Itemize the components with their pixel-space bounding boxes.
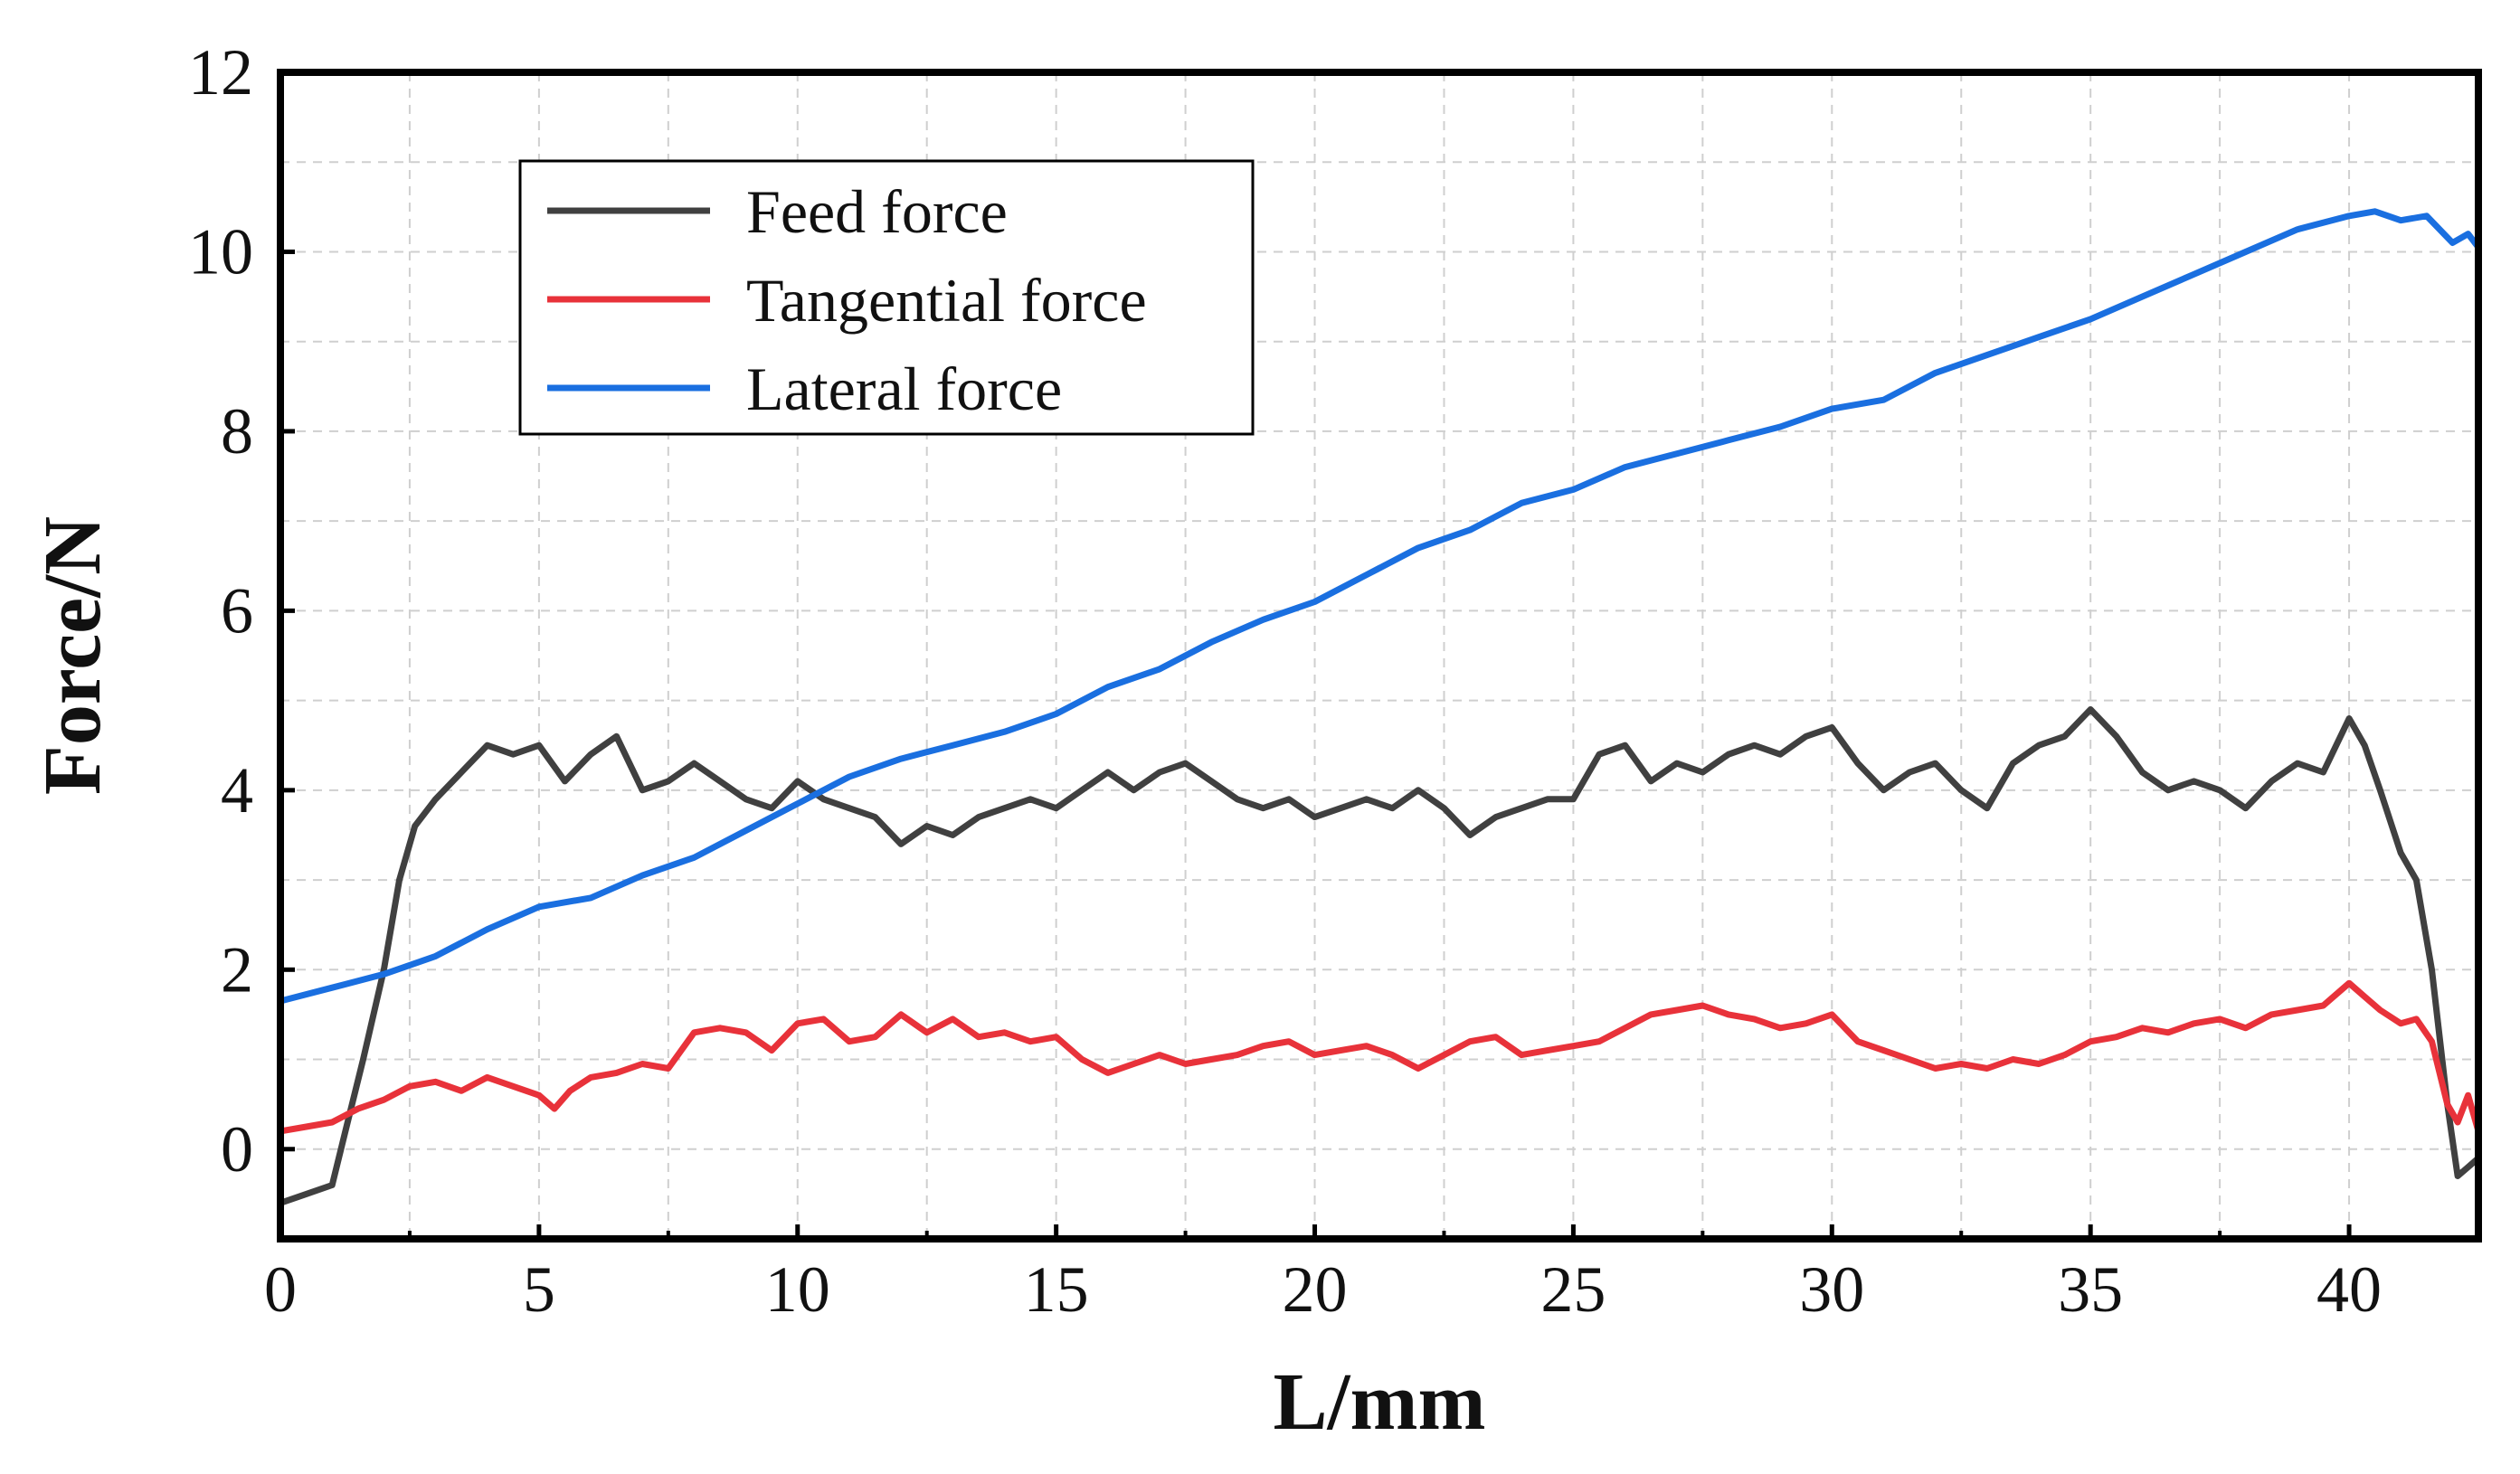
- y-tick-label: 8: [221, 395, 253, 468]
- x-tick-label: 10: [765, 1253, 830, 1326]
- legend-label-lateral-force: Lateral force: [746, 354, 1062, 423]
- x-tick-label: 30: [1799, 1253, 1864, 1326]
- legend: Feed force Tangential force Lateral forc…: [518, 159, 1255, 436]
- x-tick-label: 25: [1540, 1253, 1606, 1326]
- x-axis-title: L/mm: [1274, 1357, 1486, 1447]
- x-tick-label: 40: [2316, 1253, 2382, 1326]
- series-line-tangential-force: [277, 979, 2482, 1135]
- y-tick-label: 10: [188, 215, 253, 288]
- legend-label-feed-force: Feed force: [746, 177, 1008, 246]
- series-lines: [277, 208, 2482, 1206]
- y-tick-label: 0: [221, 1113, 253, 1186]
- series-line-lateral-force: [277, 208, 2482, 1005]
- legend-label-tangential-force: Tangential force: [746, 266, 1147, 335]
- axis-ticks: [278, 70, 2352, 1239]
- y-tick-label: 4: [221, 754, 253, 827]
- y-tick-label: 12: [188, 36, 253, 109]
- series-line-feed-force: [277, 706, 2482, 1206]
- x-tick-label: 15: [1024, 1253, 1089, 1326]
- x-tick-label: 0: [264, 1253, 297, 1326]
- axis-tick-labels: 0 5 10 15 20 25 30 35 40 0 2 4 6 8 10 12: [188, 36, 2382, 1326]
- y-tick-label: 6: [221, 574, 253, 647]
- x-tick-label: 20: [1283, 1253, 1348, 1326]
- y-tick-label: 2: [221, 933, 253, 1006]
- plot-frame: [277, 69, 2482, 1243]
- x-tick-label: 5: [523, 1253, 555, 1326]
- y-axis-title: Force/N: [28, 516, 118, 795]
- x-tick-label: 35: [2058, 1253, 2123, 1326]
